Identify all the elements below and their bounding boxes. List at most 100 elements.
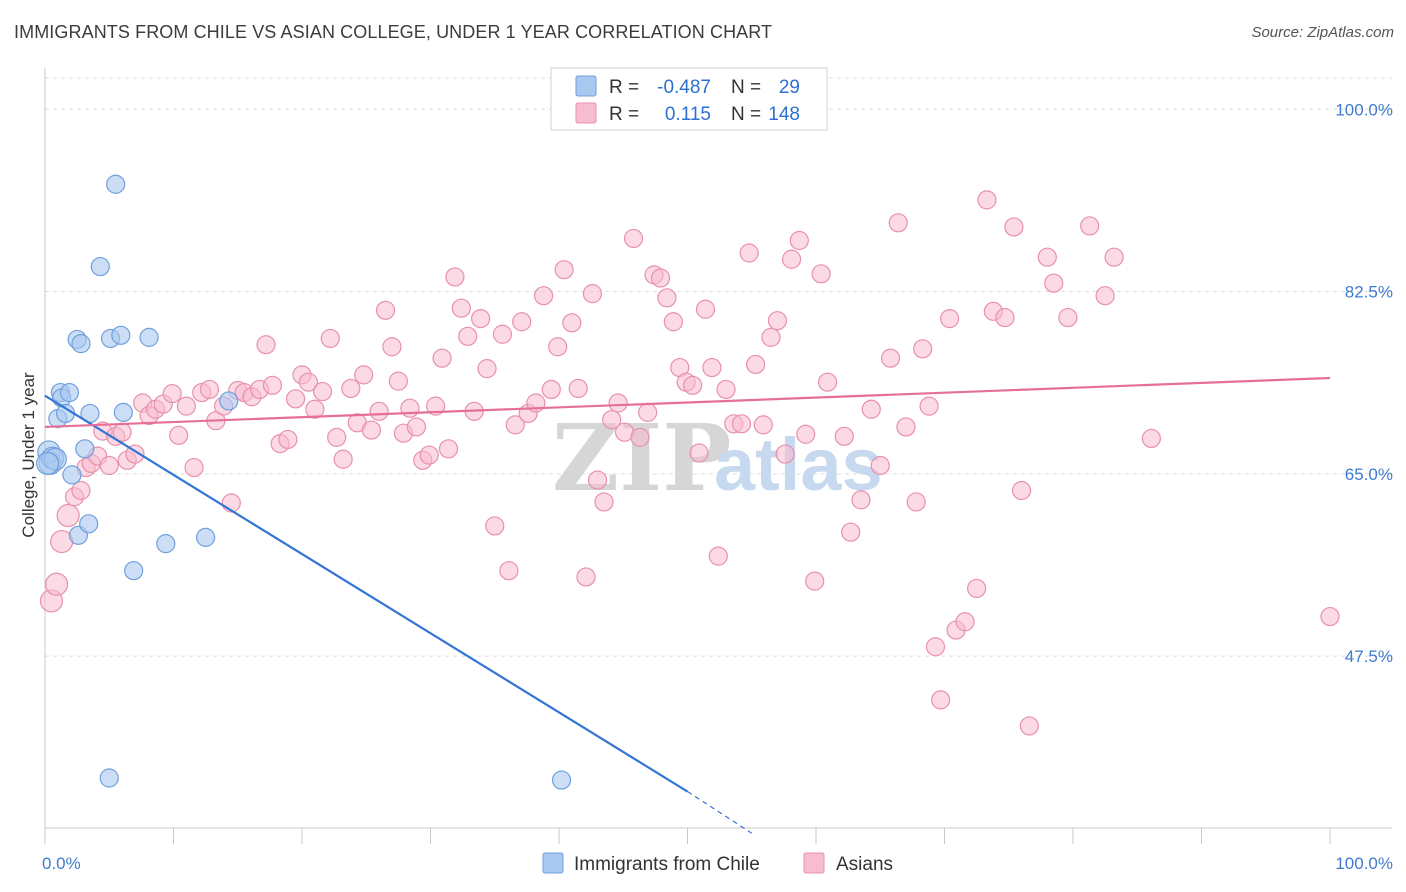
asian-point-54 — [406, 417, 426, 437]
legend-n-value-asians: 148 — [768, 104, 800, 125]
asian-point-10 — [99, 455, 119, 476]
asian-point-123 — [906, 492, 926, 512]
asian-point-33 — [262, 375, 283, 395]
y-tick-label-2: 65.0% — [1345, 465, 1393, 484]
asian-point-59 — [438, 439, 459, 459]
asian-point-56 — [419, 445, 439, 465]
chile-point-26 — [219, 391, 239, 411]
chile-point-24 — [156, 534, 176, 554]
chile-trend-line — [44, 394, 689, 793]
asian-point-60 — [445, 267, 465, 287]
asian-point-112 — [805, 571, 825, 591]
asian-point-90 — [650, 268, 671, 288]
asian-point-41 — [320, 328, 340, 349]
tick-labels: 100.0% 82.5% 65.0% 47.5% 0.0% 100.0% — [42, 100, 1393, 873]
y-axis-title: College, Under 1 year — [19, 372, 38, 538]
asian-point-58 — [432, 348, 452, 368]
asian-point-39 — [305, 399, 325, 419]
asian-point-144 — [1141, 428, 1161, 449]
bottom-legend-label-asians: Asians — [836, 854, 893, 875]
legend-r-label-asians: R = — [609, 104, 639, 125]
asian-point-49 — [375, 300, 396, 320]
asian-point-140 — [1058, 307, 1078, 328]
legend-r-value-chile: -0.487 — [657, 77, 711, 98]
asian-point-44 — [341, 378, 361, 399]
asian-point-145 — [1320, 606, 1340, 627]
asian-point-24 — [199, 379, 220, 400]
asian-point-5 — [71, 480, 91, 501]
stats-legend-frame — [550, 67, 828, 131]
asian-point-70 — [512, 312, 532, 332]
asian-point-122 — [896, 417, 916, 437]
asian-point-128 — [940, 309, 960, 329]
asian-point-92 — [663, 312, 683, 332]
y-tick-label-1: 82.5% — [1345, 283, 1393, 302]
chile-point-9 — [62, 465, 82, 485]
chile-point-19 — [106, 174, 126, 194]
asian-point-95 — [683, 375, 703, 395]
asian-point-73 — [533, 286, 554, 306]
watermark: ZIP atlas — [552, 404, 883, 512]
bottom-legend-swatch-chile — [542, 852, 564, 874]
chile-point-16 — [90, 256, 110, 277]
asian-point-96 — [689, 443, 709, 463]
legend-n-value-chile: 29 — [779, 77, 800, 98]
asian-point-124 — [913, 339, 933, 359]
asian-point-57 — [426, 396, 446, 416]
x-tick-label-0: 0.0% — [42, 854, 81, 873]
asian-point-107 — [767, 311, 788, 331]
asian-point-119 — [870, 455, 890, 476]
asian-point-22 — [184, 457, 204, 478]
asian-point-111 — [796, 424, 816, 444]
asian-point-105 — [753, 415, 773, 435]
asian-point-131 — [967, 578, 987, 599]
asian-point-40 — [312, 381, 333, 402]
asian-point-127 — [931, 690, 951, 710]
asian-point-50 — [382, 337, 402, 357]
chile-point-23 — [139, 327, 159, 347]
asian-point-81 — [587, 470, 608, 490]
asian-point-99 — [708, 546, 728, 566]
asian-point-117 — [851, 490, 871, 510]
asian-point-47 — [361, 420, 381, 440]
chile-trend-extension — [687, 791, 753, 834]
asian-point-118 — [861, 399, 881, 419]
asian-point-43 — [333, 449, 353, 469]
asian-point-78 — [568, 378, 588, 399]
y-tick-label-3: 47.5% — [1345, 647, 1393, 666]
chile-point-22 — [124, 561, 144, 581]
asian-point-108 — [775, 444, 795, 464]
asian-point-32 — [256, 335, 276, 355]
chile-point-8 — [59, 382, 80, 403]
y-tick-label-0: 100.0% — [1335, 100, 1393, 119]
asian-point-110 — [789, 230, 809, 251]
asian-point-136 — [1011, 480, 1032, 501]
asian-point-3 — [56, 503, 80, 528]
asian-point-138 — [1037, 247, 1057, 267]
asian-point-109 — [781, 249, 802, 269]
chile-point-27 — [551, 770, 572, 790]
asian-point-87 — [630, 427, 650, 447]
chile-point-21 — [113, 402, 133, 422]
asian-point-48 — [369, 401, 389, 421]
asian-point-121 — [888, 213, 908, 233]
asian-point-88 — [638, 402, 658, 422]
asian-point-79 — [576, 567, 596, 587]
asian-point-116 — [841, 522, 861, 542]
asian-point-19 — [162, 384, 182, 404]
asian-point-98 — [702, 357, 722, 378]
legend-n-label-asians: N = — [731, 104, 761, 125]
asian-point-42 — [327, 427, 347, 447]
source-label: Source: ZipAtlas.com — [1251, 24, 1394, 41]
asian-point-61 — [451, 298, 471, 318]
asian-point-35 — [278, 429, 298, 450]
asian-point-82 — [594, 492, 614, 512]
asian-point-67 — [492, 324, 513, 344]
asian-trend-line — [44, 376, 1331, 429]
asian-points — [39, 190, 1340, 736]
asian-point-91 — [657, 288, 677, 308]
asian-point-126 — [925, 637, 946, 657]
chile-point-28 — [35, 451, 60, 476]
asian-point-142 — [1095, 286, 1115, 306]
asian-point-64 — [471, 309, 491, 329]
